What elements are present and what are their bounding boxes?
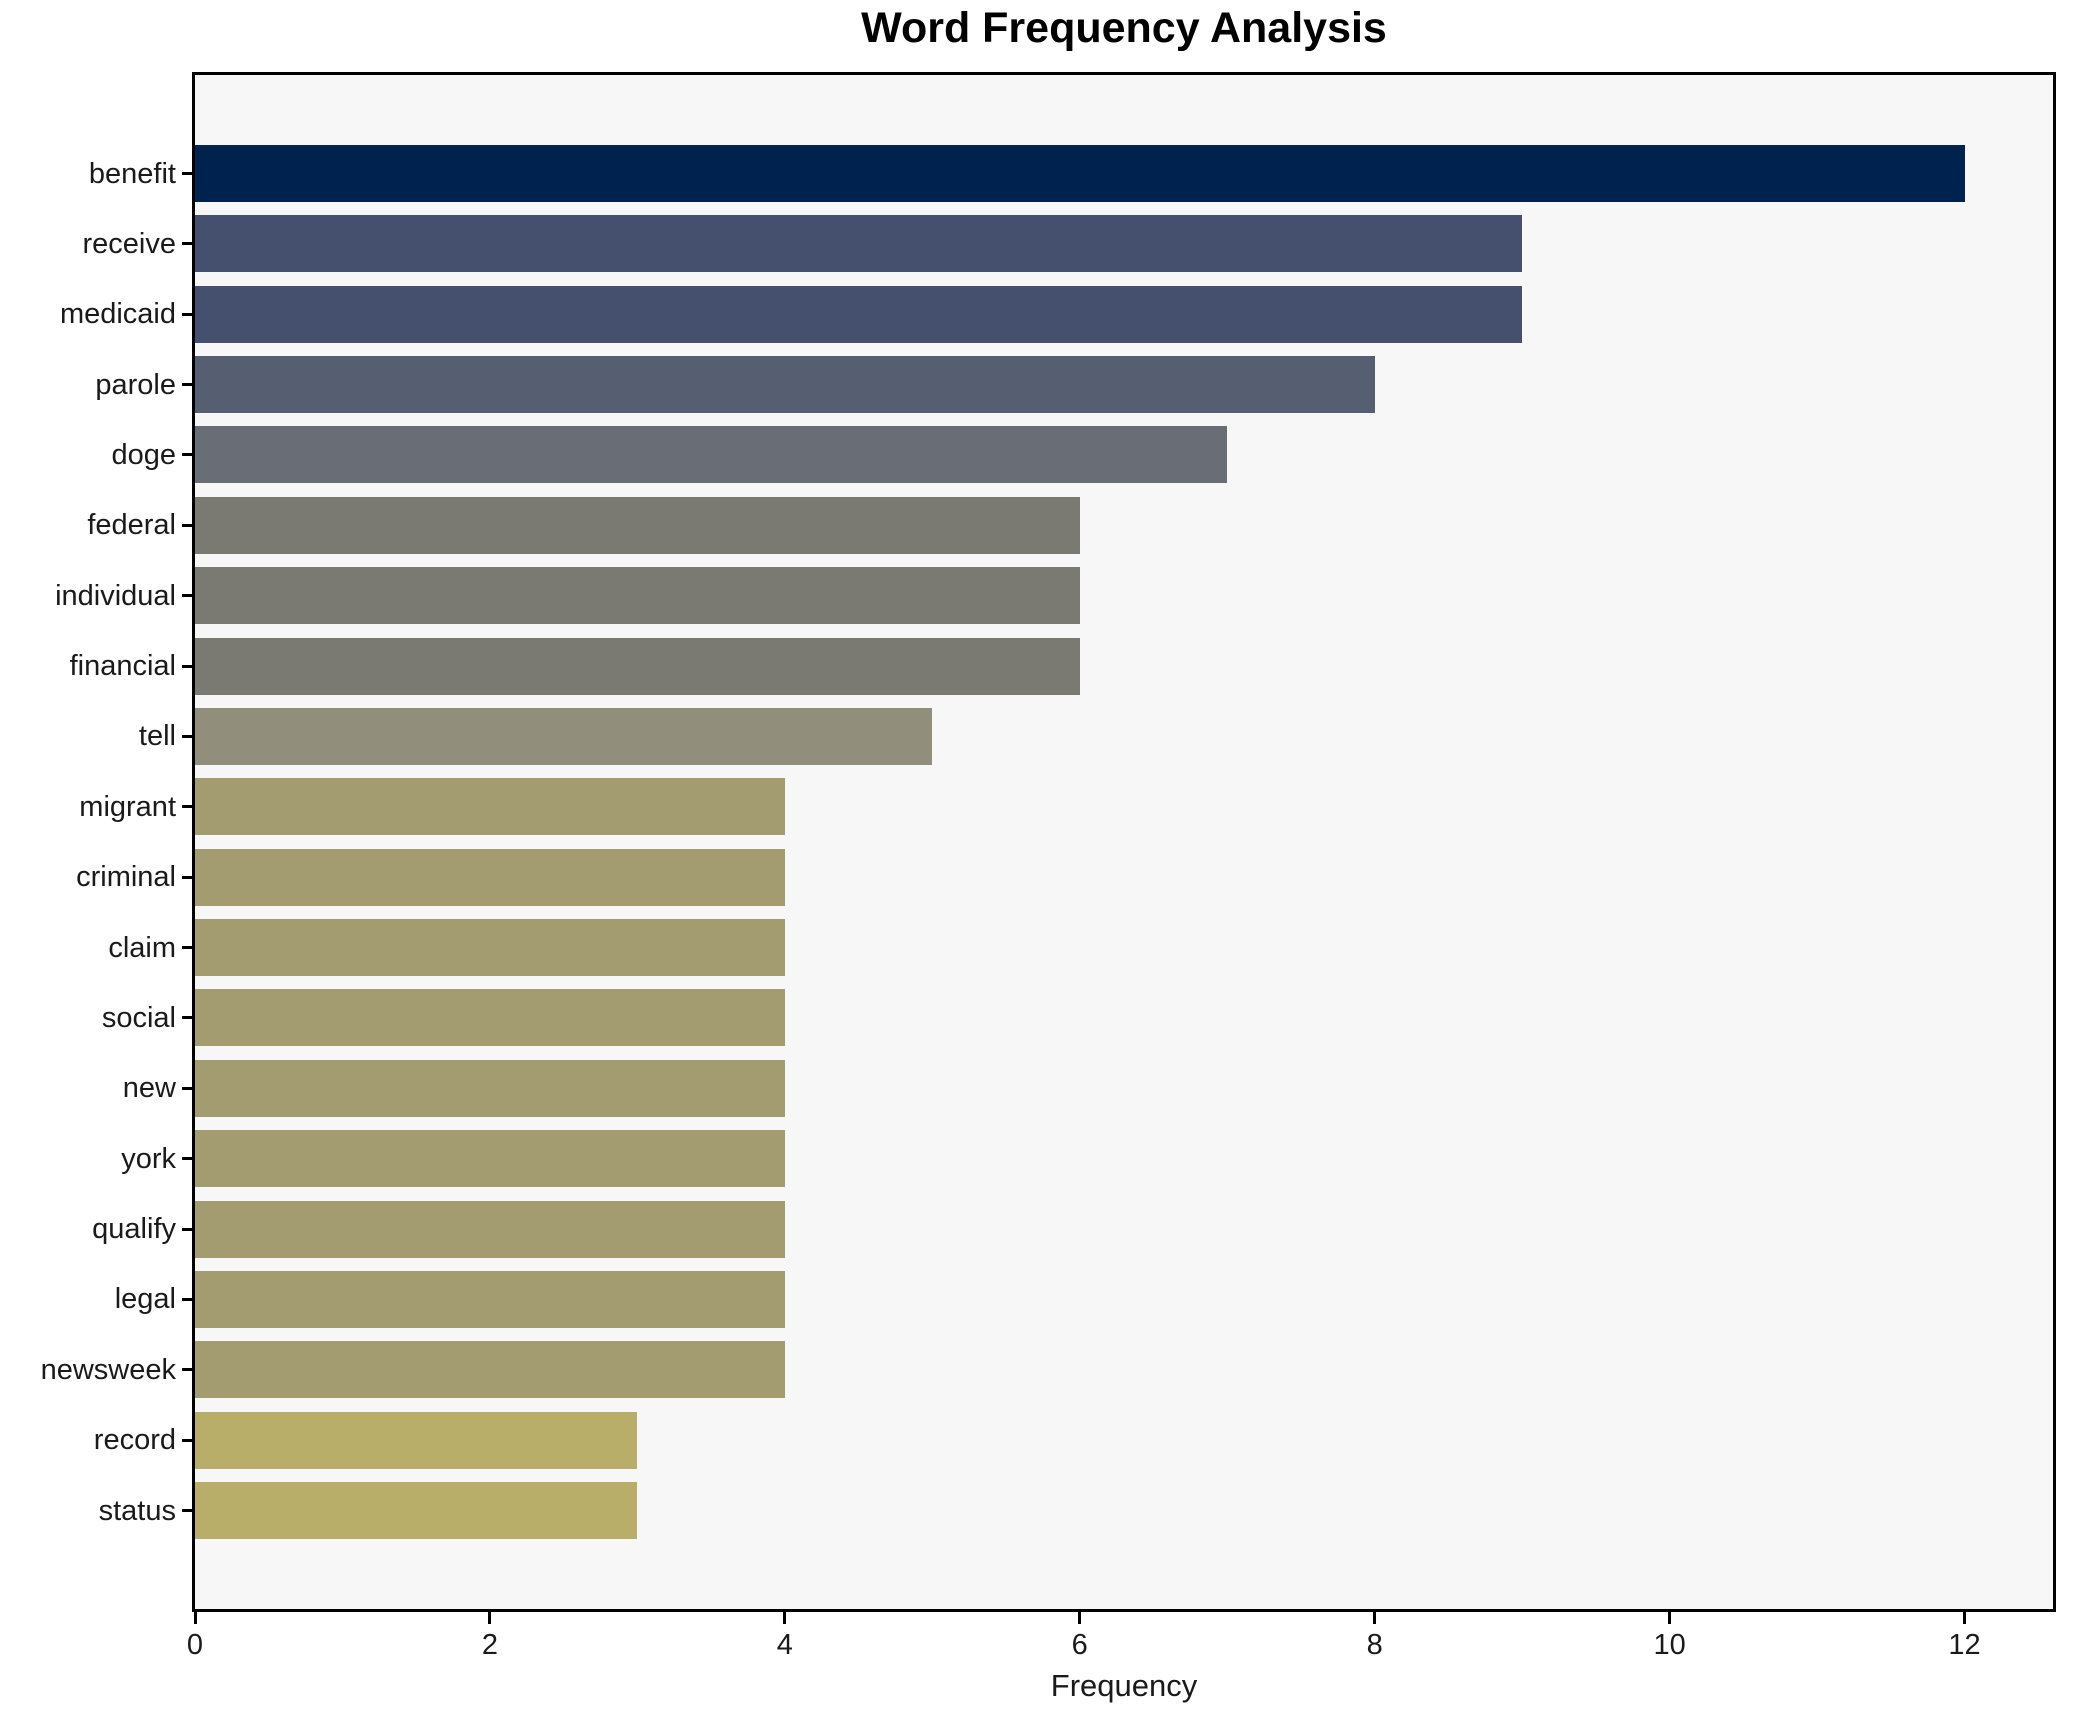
x-tick-mark (1963, 1612, 1967, 1624)
y-tick-mark (182, 453, 192, 457)
plot-area (192, 72, 2056, 1612)
y-tick-label-status: status (98, 1494, 176, 1527)
y-tick-mark (182, 1157, 192, 1161)
bar-receive (195, 215, 1523, 273)
y-tick-mark (182, 664, 192, 668)
bar-financial (195, 637, 1080, 695)
y-tick-mark (182, 172, 192, 175)
y-tick-mark (182, 312, 192, 316)
x-tick-label-12: 12 (1948, 1629, 1981, 1661)
x-axis-title: Frequency (1050, 1668, 1198, 1703)
y-tick-mark (182, 1297, 192, 1301)
bar-newsweek (195, 1341, 785, 1399)
y-tick-label-new: new (122, 1072, 176, 1105)
bar-status (195, 1482, 638, 1539)
y-tick-label-newsweek: newsweek (40, 1353, 176, 1386)
y-tick-label-migrant: migrant (79, 790, 176, 823)
x-tick-mark (783, 1612, 787, 1624)
y-tick-mark (182, 875, 192, 879)
x-tick-mark (1078, 1612, 1082, 1624)
x-tick-mark (193, 1612, 197, 1624)
x-tick-mark (1373, 1612, 1377, 1624)
bar-legal (195, 1270, 785, 1328)
x-tick-label-8: 8 (1366, 1629, 1383, 1661)
bar-claim (195, 919, 785, 977)
chart-title: Word Frequency Analysis (861, 4, 1387, 52)
y-tick-mark (182, 1438, 192, 1442)
y-tick-mark (182, 1509, 192, 1512)
y-tick-label-york: york (121, 1142, 176, 1175)
bar-record (195, 1411, 638, 1469)
y-tick-mark (182, 734, 192, 738)
y-tick-label-record: record (93, 1424, 176, 1457)
x-tick-label-4: 4 (776, 1629, 793, 1661)
y-tick-mark (182, 1086, 192, 1090)
y-tick-label-legal: legal (114, 1283, 176, 1316)
y-tick-mark (182, 805, 192, 809)
y-tick-mark (182, 523, 192, 527)
y-tick-label-individual: individual (55, 579, 176, 612)
y-tick-label-receive: receive (82, 227, 177, 260)
x-tick-label-2: 2 (481, 1629, 498, 1661)
bar-federal (195, 496, 1080, 554)
y-tick-label-tell: tell (138, 720, 176, 753)
x-tick-label-0: 0 (186, 1629, 204, 1661)
y-tick-mark (182, 594, 192, 598)
x-tick-label-6: 6 (1071, 1629, 1088, 1661)
x-tick-label-10: 10 (1653, 1629, 1686, 1661)
y-tick-label-federal: federal (87, 509, 176, 542)
bar-social (195, 989, 785, 1047)
y-tick-mark (182, 242, 192, 246)
y-tick-mark (182, 383, 192, 387)
bar-tell (195, 707, 933, 765)
bar-qualify (195, 1200, 785, 1258)
bar-individual (195, 567, 1080, 625)
x-tick-mark (1668, 1612, 1672, 1624)
y-tick-label-social: social (101, 1001, 176, 1034)
bar-new (195, 1059, 785, 1117)
bar-doge (195, 426, 1228, 484)
y-tick-label-qualify: qualify (92, 1213, 176, 1246)
y-tick-label-parole: parole (95, 368, 176, 401)
y-tick-label-medicaid: medicaid (59, 298, 176, 331)
bar-criminal (195, 848, 785, 906)
y-tick-label-criminal: criminal (76, 861, 176, 894)
y-tick-mark (182, 1227, 192, 1231)
y-tick-label-claim: claim (108, 931, 176, 964)
bar-medicaid (195, 285, 1523, 343)
x-tick-mark (488, 1612, 492, 1624)
bar-parole (195, 356, 1375, 414)
y-tick-mark (182, 946, 192, 950)
bar-migrant (195, 778, 785, 836)
bar-york (195, 1130, 785, 1188)
y-tick-mark (182, 1368, 192, 1372)
bar-benefit (195, 145, 1965, 202)
y-tick-label-benefit: benefit (88, 157, 176, 190)
y-tick-mark (182, 1016, 192, 1020)
y-tick-label-doge: doge (111, 438, 176, 471)
y-tick-label-financial: financial (69, 650, 176, 683)
